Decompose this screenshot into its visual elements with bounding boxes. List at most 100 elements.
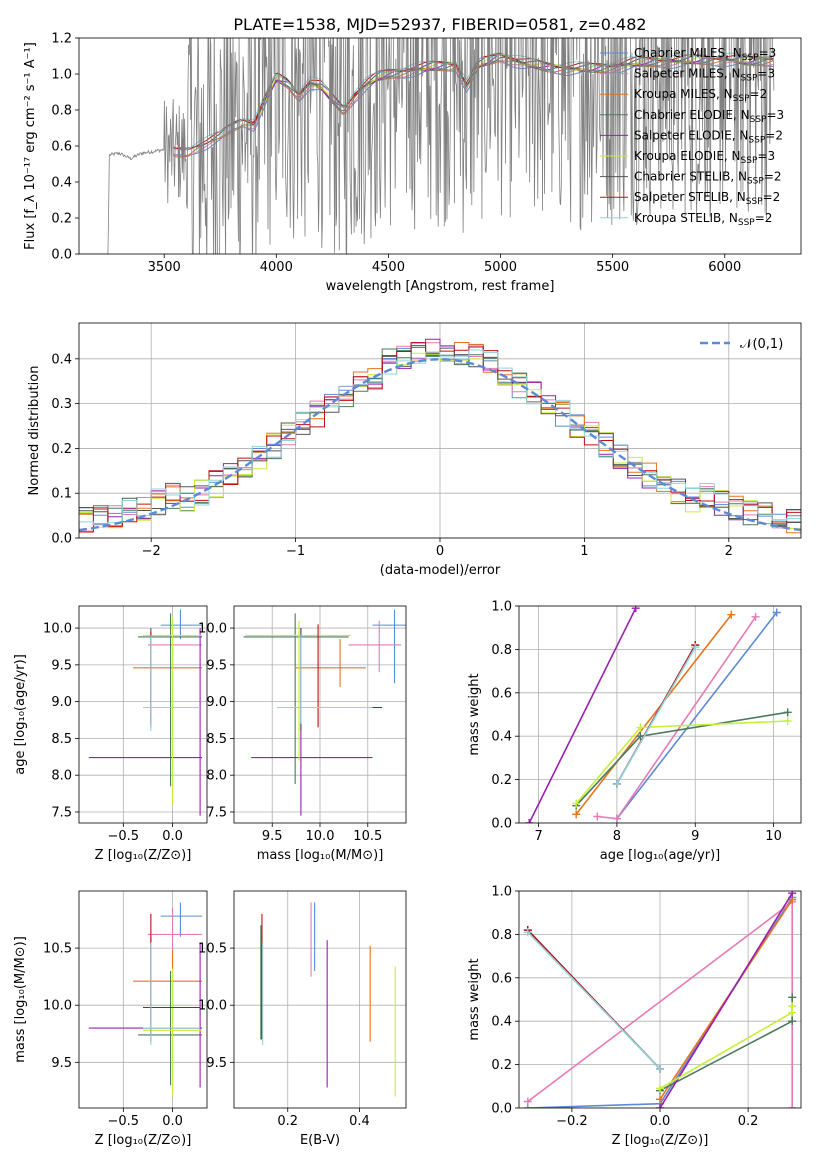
x-tick-label: 6000 — [708, 260, 741, 275]
y-tick-label: 0.4 — [491, 1015, 512, 1030]
weight-line-chabrier-miles — [616, 612, 778, 820]
weight-marker-salpeter-miles — [612, 814, 621, 823]
errorbar-salpeter-miles — [147, 624, 203, 665]
weight-marker-salpeter-miles — [593, 812, 602, 821]
plot-area-residuals — [79, 323, 801, 538]
errorbar-chabrier-miles — [160, 902, 203, 937]
panel-mass-vs-Z: −0.5 0.0 9.5 10.0 10.5 Z [log₁₀(Z/Z⊙)] mass [l… — [13, 890, 208, 1148]
axes-frame — [518, 605, 802, 824]
weight-marker-chabrier-miles — [772, 608, 781, 617]
x-tick-label: 5500 — [596, 260, 629, 275]
x-tick-label: 0.4 — [349, 1114, 370, 1129]
weight-marker-salpeter-elodie — [525, 819, 534, 823]
x-tick-label: 10 — [765, 829, 782, 844]
errorbar-kroupa-stelib — [143, 635, 201, 732]
plot-area-mass-vs-Z — [79, 891, 207, 1108]
y-tick-label: 9.5 — [206, 1056, 227, 1071]
weight-marker-salpeter-miles — [751, 612, 760, 621]
weight-marker-kroupa-stelib — [523, 928, 532, 937]
plot-area-mass-vs-ebv — [234, 891, 406, 1108]
axes-frame — [233, 605, 407, 824]
x-tick-label: 8 — [613, 829, 621, 844]
x-tick-label: 1 — [580, 544, 588, 559]
axes-frame — [78, 605, 208, 824]
x-axis-label: Z [log₁₀(Z/Z⊙)] — [95, 848, 192, 863]
y-axis-label: mass weight — [467, 958, 482, 1040]
y-tick-label: 9.5 — [51, 658, 72, 673]
weight-marker-salpeter-elodie — [631, 606, 640, 613]
errorbar-salpeter-stelib — [143, 913, 201, 1034]
weight-marker-kroupa-stelib — [656, 1064, 664, 1073]
x-tick-label: 4500 — [372, 260, 405, 275]
data-spectrum-line — [79, 38, 775, 254]
x-tick-label: 4000 — [260, 260, 293, 275]
legend-label-salpeter-miles: Salpeter MILES, NSSP=3 — [634, 67, 775, 84]
weight-line-salpeter-elodie — [528, 607, 637, 823]
axes-frame — [78, 890, 208, 1109]
y-tick-label: 10.0 — [198, 622, 227, 637]
x-axis-label: E(B-V) — [300, 1133, 340, 1148]
plot-area-mass-weight-vs-Z — [519, 891, 801, 1108]
y-axis-label: Normed distribution — [27, 366, 42, 496]
x-axis-label: wavelength [Angstrom, rest frame] — [326, 279, 555, 294]
y-tick-label: 10.5 — [43, 942, 72, 957]
y-tick-label: 0.4 — [491, 730, 512, 745]
x-axis-label: Z [log₁₀(Z/Z⊙)] — [612, 1133, 709, 1148]
y-tick-label: 0.6 — [491, 971, 512, 986]
x-axis-label: age [log₁₀(age/yr)] — [600, 848, 721, 863]
y-tick-label: 0.8 — [491, 928, 512, 943]
y-tick-label: 8.0 — [51, 769, 72, 784]
legend-label-kroupa-miles: Kroupa MILES, NSSP=2 — [634, 87, 767, 104]
x-tick-label: 9 — [691, 829, 699, 844]
x-tick-label: 0 — [436, 544, 444, 559]
y-tick-label: 0.2 — [491, 773, 512, 788]
weight-marker-chabrier-elodie — [788, 993, 797, 1002]
weight-marker-kroupa-elodie — [788, 1002, 797, 1011]
x-tick-label: 0.2 — [277, 1114, 298, 1129]
errorbar-kroupa-miles — [296, 639, 366, 687]
y-tick-label: 0.1 — [51, 487, 72, 502]
panel-age-vs-Z: −0.5 0.0 7.5 8.0 8.5 9.0 9.5 10.0 Z [log₁₀(Z/Z⊙)… — [13, 605, 208, 863]
errorbar-kroupa-elodie — [245, 620, 351, 761]
panel-mass-weight-vs-Z: −0.2 0.0 0.2 0.0 0.2 0.4 0.6 0.8 1.0 Z [log₁₀(Z/Z… — [467, 885, 802, 1148]
errorbar-chabrier-elodie — [243, 613, 349, 785]
errorbar-kroupa-stelib — [277, 635, 373, 724]
y-tick-label: 10.0 — [198, 999, 227, 1014]
y-tick-label: 0.2 — [491, 1058, 512, 1073]
gaussian-curve — [79, 358, 801, 532]
weight-line-kroupa-stelib — [527, 931, 661, 1070]
y-axis-label: Flux [f_λ 10⁻¹⁷ erg cm⁻² s⁻¹ A⁻¹] — [23, 42, 38, 250]
y-tick-label: 8.5 — [206, 732, 227, 747]
errorbar-salpeter-elodie — [88, 628, 203, 816]
y-tick-label: 0.2 — [51, 442, 72, 457]
errorbar-chabrier-elodie — [138, 613, 203, 787]
legend-label-chabrier-elodie: Chabrier ELODIE, NSSP=3 — [634, 108, 784, 125]
y-axis-label: age [log₁₀(age/yr)] — [13, 654, 28, 775]
errorbar-salpeter-elodie — [251, 628, 373, 816]
y-tick-label: 0.0 — [491, 817, 512, 832]
y-tick-label: 10.0 — [43, 622, 72, 637]
x-tick-label: 3500 — [148, 260, 181, 275]
weight-line-kroupa-miles — [575, 614, 732, 815]
legend-label-kroupa-elodie: Kroupa ELODIE, NSSP=3 — [634, 149, 775, 166]
y-tick-label: 0.4 — [51, 176, 72, 191]
x-axis-label: Z [log₁₀(Z/Z⊙)] — [95, 1133, 192, 1148]
y-tick-label: 0.0 — [51, 532, 72, 547]
errorbar-salpeter-stelib — [281, 624, 383, 728]
x-tick-label: 7 — [534, 829, 542, 844]
plot-area-age-vs-mass — [234, 606, 406, 823]
x-tick-label: −0.5 — [108, 829, 140, 844]
y-tick-label: 0.8 — [51, 104, 72, 119]
y-tick-label: 9.0 — [51, 695, 72, 710]
axes-frame — [78, 37, 802, 255]
weight-line-kroupa-elodie — [575, 720, 788, 805]
plot-area-mass-weight-vs-age — [519, 606, 801, 823]
weight-marker-salpeter-elodie — [788, 891, 797, 898]
y-axis-label: mass [log₁₀(M/M⊙)] — [13, 936, 28, 1063]
x-axis-label: (data-model)/error — [380, 563, 501, 578]
legend-label-chabrier-stelib: Chabrier STELIB, NSSP=2 — [634, 170, 782, 187]
x-tick-label: −2 — [142, 544, 161, 559]
weight-marker-salpeter-miles — [523, 1097, 532, 1106]
weight-marker-kroupa-miles — [656, 1095, 664, 1104]
errorbar-kroupa-miles — [133, 950, 203, 1017]
